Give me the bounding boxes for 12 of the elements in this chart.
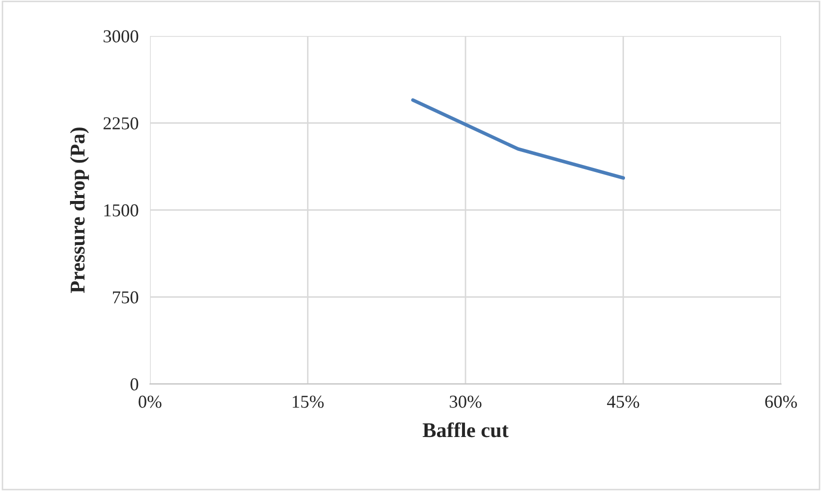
y-tick-label: 1500 bbox=[104, 204, 138, 216]
x-tick-label: 0% bbox=[138, 396, 162, 408]
x-tick-label: 30% bbox=[450, 396, 482, 408]
y-axis-title: Pressure drop (Pa) bbox=[70, 128, 89, 293]
x-axis-title: Baffle cut bbox=[422, 422, 509, 438]
x-tick-label: 15% bbox=[292, 396, 324, 408]
y-tick-label: 2250 bbox=[104, 117, 138, 130]
x-tick-label: 60% bbox=[765, 396, 797, 408]
x-tick-label: 45% bbox=[607, 396, 640, 408]
y-tick-label: 3000 bbox=[104, 30, 138, 42]
y-tick-label: 0 bbox=[130, 378, 138, 390]
y-tick-label: 750 bbox=[112, 291, 138, 304]
